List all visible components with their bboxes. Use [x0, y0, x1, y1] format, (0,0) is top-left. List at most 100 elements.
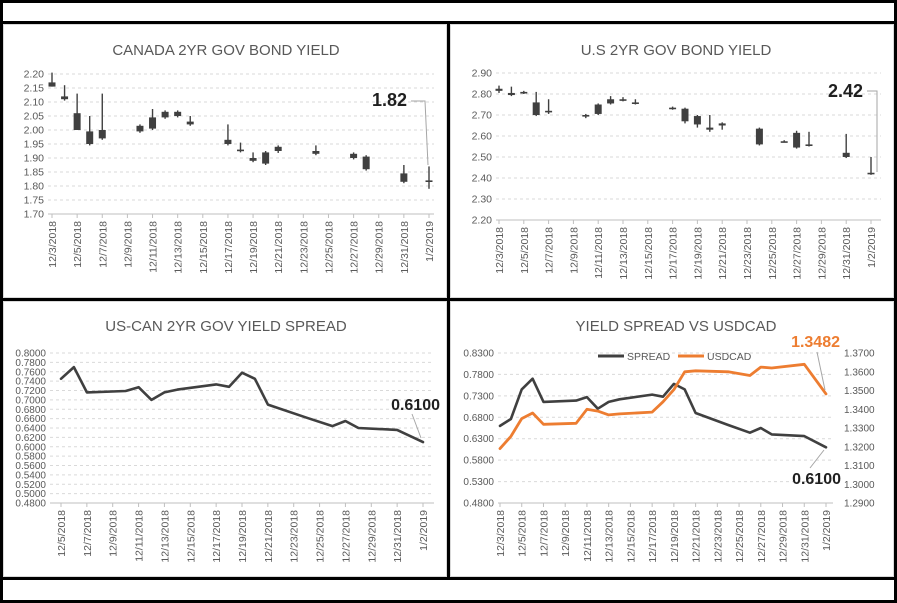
candle-body: [48, 82, 56, 87]
y-axis-label: 0.4800: [15, 499, 46, 510]
data-line: [498, 362, 828, 451]
x-axis-label: 12/21/2018: [691, 510, 703, 563]
right-y-axis-label: 1.3000: [844, 480, 875, 491]
candle-body: [594, 104, 602, 114]
x-axis-label: 12/31/2018: [392, 510, 404, 563]
x-axis-label: 12/9/2018: [560, 510, 572, 557]
candle-body: [495, 88, 503, 91]
y-axis-label: 0.5800: [15, 452, 46, 463]
right-y-axis-label: 1.3100: [844, 461, 875, 472]
chart-title: YIELD SPREAD VS USDCAD: [576, 318, 777, 335]
x-axis-label: 12/13/2018: [604, 510, 616, 563]
x-axis-label: 12/19/2018: [692, 227, 704, 280]
y-axis-label: 0.7800: [463, 370, 494, 381]
chart-title: US-CAN 2YR GOV YIELD SPREAD: [105, 318, 347, 335]
x-axis-label: 12/25/2018: [323, 221, 335, 274]
x-axis-label: 12/25/2018: [767, 227, 779, 280]
chart-us-can-yield-spread[interactable]: US-CAN 2YR GOV YIELD SPREAD 0.8000 0.7800…: [3, 301, 447, 577]
x-axis-label: 12/29/2018: [374, 221, 386, 274]
x-axis-label: 12/13/2018: [159, 510, 171, 563]
y-axis-label: 1.85: [24, 167, 45, 179]
y-axis-label: 1.75: [24, 195, 45, 207]
x-axis-label: 12/13/2018: [173, 221, 185, 274]
x-axis-label: 12/5/2018: [56, 510, 68, 557]
chart-yield-spread-vs-usdcad[interactable]: YIELD SPREAD VS USDCAD 0.8300 0.7800 0.730…: [450, 301, 894, 577]
x-axis-label: 12/31/2018: [841, 227, 853, 280]
candle-body: [350, 153, 358, 158]
y-axis-label: 0.5400: [15, 470, 46, 481]
y-axis-label: 0.5800: [463, 456, 494, 467]
y-axis-label: 0.8000: [15, 349, 46, 360]
x-axis-label: 12/27/2018: [756, 510, 768, 563]
frame-border-left: [0, 0, 3, 603]
y-axis-label: 2.40: [472, 173, 493, 185]
chart-title: CANADA 2YR GOV BOND YIELD: [112, 42, 339, 59]
candle-body: [249, 158, 257, 161]
callout-leader-line-spread: [809, 449, 825, 469]
x-axis-label: 12/27/2018: [349, 221, 361, 274]
x-axis-label: 12/21/2018: [273, 221, 285, 274]
x-axis-label: 12/15/2018: [198, 221, 210, 274]
x-axis-label: 12/9/2018: [568, 227, 580, 274]
callout-leader-line: [411, 413, 422, 439]
y-axis-label: 2.05: [24, 111, 45, 123]
candle-body: [224, 139, 232, 144]
chart-canada-2yr-bond-yield[interactable]: CANADA 2YR GOV BOND YIELD 2.20 2.15 2.10 2.…: [3, 24, 447, 298]
x-axis-label: 12/3/2018: [495, 510, 507, 557]
y-axis-label: 1.95: [24, 139, 45, 151]
y-axis-label: 2.70: [472, 110, 493, 122]
x-axis-label: 12/5/2018: [519, 227, 531, 274]
y-axis-label: 0.7200: [15, 386, 46, 397]
y-axis-label: 2.30: [472, 194, 493, 206]
y-axis-label: 2.90: [472, 68, 493, 80]
y-axis-label: 0.7300: [463, 391, 494, 402]
candle-body: [805, 144, 813, 146]
x-axis-label: 12/29/2018: [816, 227, 828, 280]
x-axis-label: 12/31/2018: [799, 510, 811, 563]
x-axis-label: 12/3/2018: [494, 227, 506, 274]
candle-body: [706, 127, 714, 130]
x-axis-label: 12/17/2018: [223, 221, 235, 274]
x-axis-label: 12/7/2018: [97, 221, 109, 268]
candle-body: [86, 131, 94, 144]
candle-body: [545, 110, 553, 113]
candle-body: [312, 151, 320, 154]
data-line: [498, 377, 828, 449]
y-axis-label: 0.7800: [15, 358, 46, 369]
x-axis-label: 12/23/2018: [712, 510, 724, 563]
x-axis-label: 12/25/2018: [315, 510, 327, 563]
x-axis-label: 12/11/2018: [148, 221, 160, 273]
right-y-axis-label: 1.3300: [844, 424, 875, 435]
y-axis-label: 2.20: [24, 69, 45, 81]
candle-body: [867, 172, 875, 175]
y-axis-label: 2.50: [472, 152, 493, 164]
x-axis-label: 12/13/2018: [618, 227, 630, 280]
candle-body: [136, 125, 144, 132]
candle-body: [842, 152, 850, 157]
y-axis-label: 0.7000: [15, 395, 46, 406]
x-axis-label: 12/21/2018: [263, 510, 275, 563]
candle-body: [149, 117, 157, 129]
candle-body: [186, 121, 194, 125]
x-axis-label: 12/17/2018: [647, 510, 659, 563]
y-axis-label: 0.7600: [15, 367, 46, 378]
y-axis-label: 0.7400: [15, 377, 46, 388]
candle-body: [274, 146, 282, 151]
legend-label-spread: SPREAD: [627, 351, 671, 363]
candle-body: [780, 141, 788, 143]
last-value-label-spread: 0.6100: [792, 471, 841, 488]
y-axis-label: 0.6200: [15, 433, 46, 444]
chart-us-2yr-bond-yield[interactable]: U.S 2YR GOV BOND YIELD 2.90 2.80 2.70 2.60 2…: [450, 24, 894, 298]
candle-body: [582, 115, 590, 117]
x-axis-label: 12/17/2018: [211, 510, 223, 563]
x-axis-label: 12/29/2018: [366, 510, 378, 563]
candle-body: [425, 180, 433, 182]
y-axis-label: 0.6300: [463, 434, 494, 445]
x-axis-label: 12/15/2018: [643, 227, 655, 280]
y-axis-label: 0.5300: [463, 477, 494, 488]
legend: SPREAD USDCAD: [598, 351, 752, 363]
x-axis-label: 12/11/2018: [134, 510, 146, 562]
x-axis-label: 12/23/2018: [289, 510, 301, 563]
x-axis-label: 12/25/2018: [734, 510, 746, 563]
